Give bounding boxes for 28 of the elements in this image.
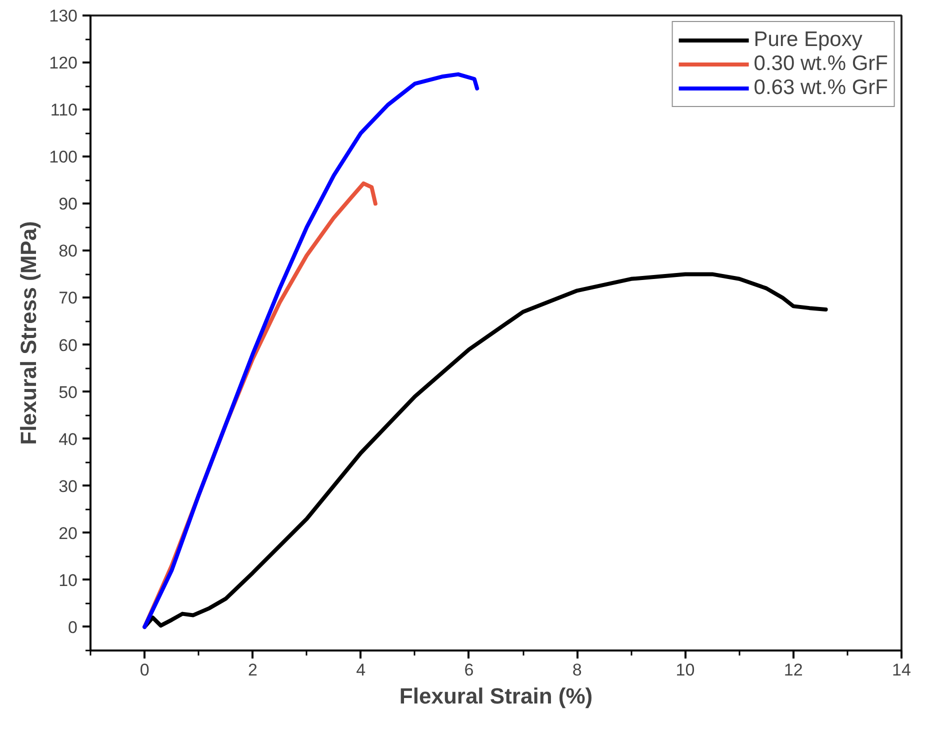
y-tick-label: 100	[49, 148, 78, 167]
line-series	[142, 72, 480, 629]
x-tick-label: 8	[572, 660, 582, 680]
y-tick-label: 60	[58, 336, 78, 355]
y-tick-label: 40	[58, 430, 78, 449]
y-tick-label: 130	[49, 6, 78, 26]
y-tick-label: 120	[49, 54, 78, 73]
x-tick-label: 12	[784, 660, 803, 680]
y-axis-title: Flexural Stress (MPa)	[16, 221, 42, 445]
y-tick-label: 90	[58, 194, 78, 214]
y-tick-label: 0	[68, 618, 78, 637]
y-tick-label: 10	[58, 570, 78, 590]
y-tick-label: 30	[58, 476, 78, 496]
legend-label: Pure Epoxy	[754, 28, 862, 52]
x-tick-label: 14	[892, 660, 911, 680]
y-tick-label: 50	[58, 382, 78, 402]
y-tick-label: 80	[58, 242, 78, 261]
x-tick-label: 2	[248, 660, 258, 680]
x-tick-label: 4	[356, 660, 366, 680]
x-tick-label: 6	[464, 660, 474, 680]
y-tick-label: 20	[58, 524, 78, 543]
x-tick-label: 10	[676, 660, 695, 680]
y-tick-label: 110	[50, 100, 78, 120]
x-axis-title: Flexural Strain (%)	[399, 684, 593, 708]
y-tick-label: 70	[58, 288, 78, 308]
x-tick-label: 0	[140, 660, 150, 680]
legend-label: 0.63 wt.% GrF	[754, 76, 888, 100]
legend-label: 0.30 wt.% GrF	[754, 52, 888, 76]
